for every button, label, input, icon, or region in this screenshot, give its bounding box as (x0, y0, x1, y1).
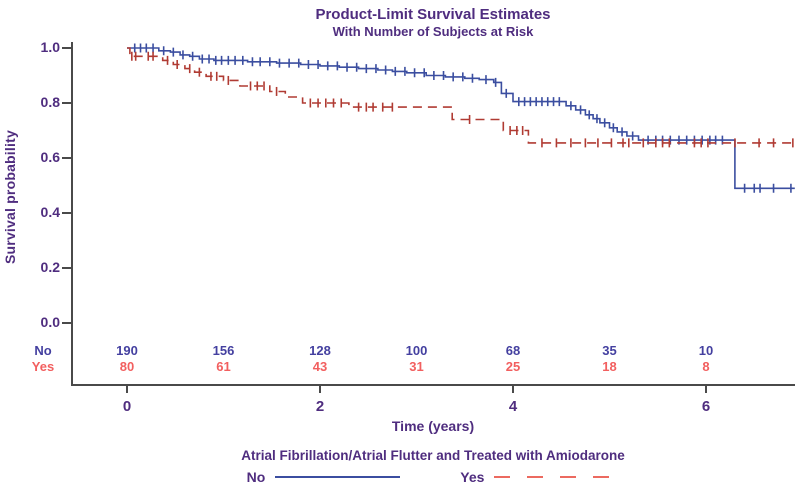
x-tick-label: 4 (508, 398, 518, 415)
risk-count: 8 (702, 359, 710, 374)
risk-count: 31 (409, 359, 424, 374)
risk-count: 100 (405, 343, 428, 358)
risk-count: 18 (602, 359, 617, 374)
chart-subtitle: With Number of Subjects at Risk (332, 24, 534, 39)
legend: No Yes (66, 469, 800, 485)
risk-count: 10 (698, 343, 714, 358)
legend-line-no (275, 476, 401, 478)
survival-curve-no (127, 47, 795, 190)
risk-count: 61 (216, 359, 231, 374)
risk-count: 35 (602, 343, 617, 358)
y-tick-label: 0.6 (40, 149, 60, 165)
risk-count: 68 (505, 343, 521, 358)
x-tick-label: 6 (701, 398, 711, 415)
risk-count: 80 (119, 359, 135, 374)
legend-label-no: No (246, 469, 266, 485)
x-axis-label: Time (years) (391, 418, 475, 434)
y-tick-label: 0.4 (40, 204, 60, 220)
x-tick-label: 2 (315, 398, 325, 415)
survival-curve-yes (127, 47, 795, 144)
y-tick-label: 0.8 (40, 94, 60, 110)
y-tick-label: 0.2 (40, 259, 60, 275)
legend-line-yes (494, 476, 620, 478)
risk-count: 25 (505, 359, 521, 374)
risk-count: 128 (309, 343, 331, 358)
y-tick-label: 0.0 (40, 314, 60, 330)
x-tick-label: 0 (122, 398, 132, 415)
risk-count: 156 (212, 343, 235, 358)
risk-row-label-yes: Yes (31, 359, 55, 374)
chart-title: Product-Limit Survival Estimates (315, 6, 551, 23)
risk-row-label-no: No (34, 343, 52, 358)
risk-count: 43 (312, 359, 328, 374)
y-tick-label: 1.0 (40, 39, 60, 55)
legend-title: Atrial Fibrillation/Atrial Flutter and T… (241, 448, 625, 463)
risk-count: 190 (116, 343, 138, 358)
legend-label-yes: Yes (460, 469, 485, 485)
